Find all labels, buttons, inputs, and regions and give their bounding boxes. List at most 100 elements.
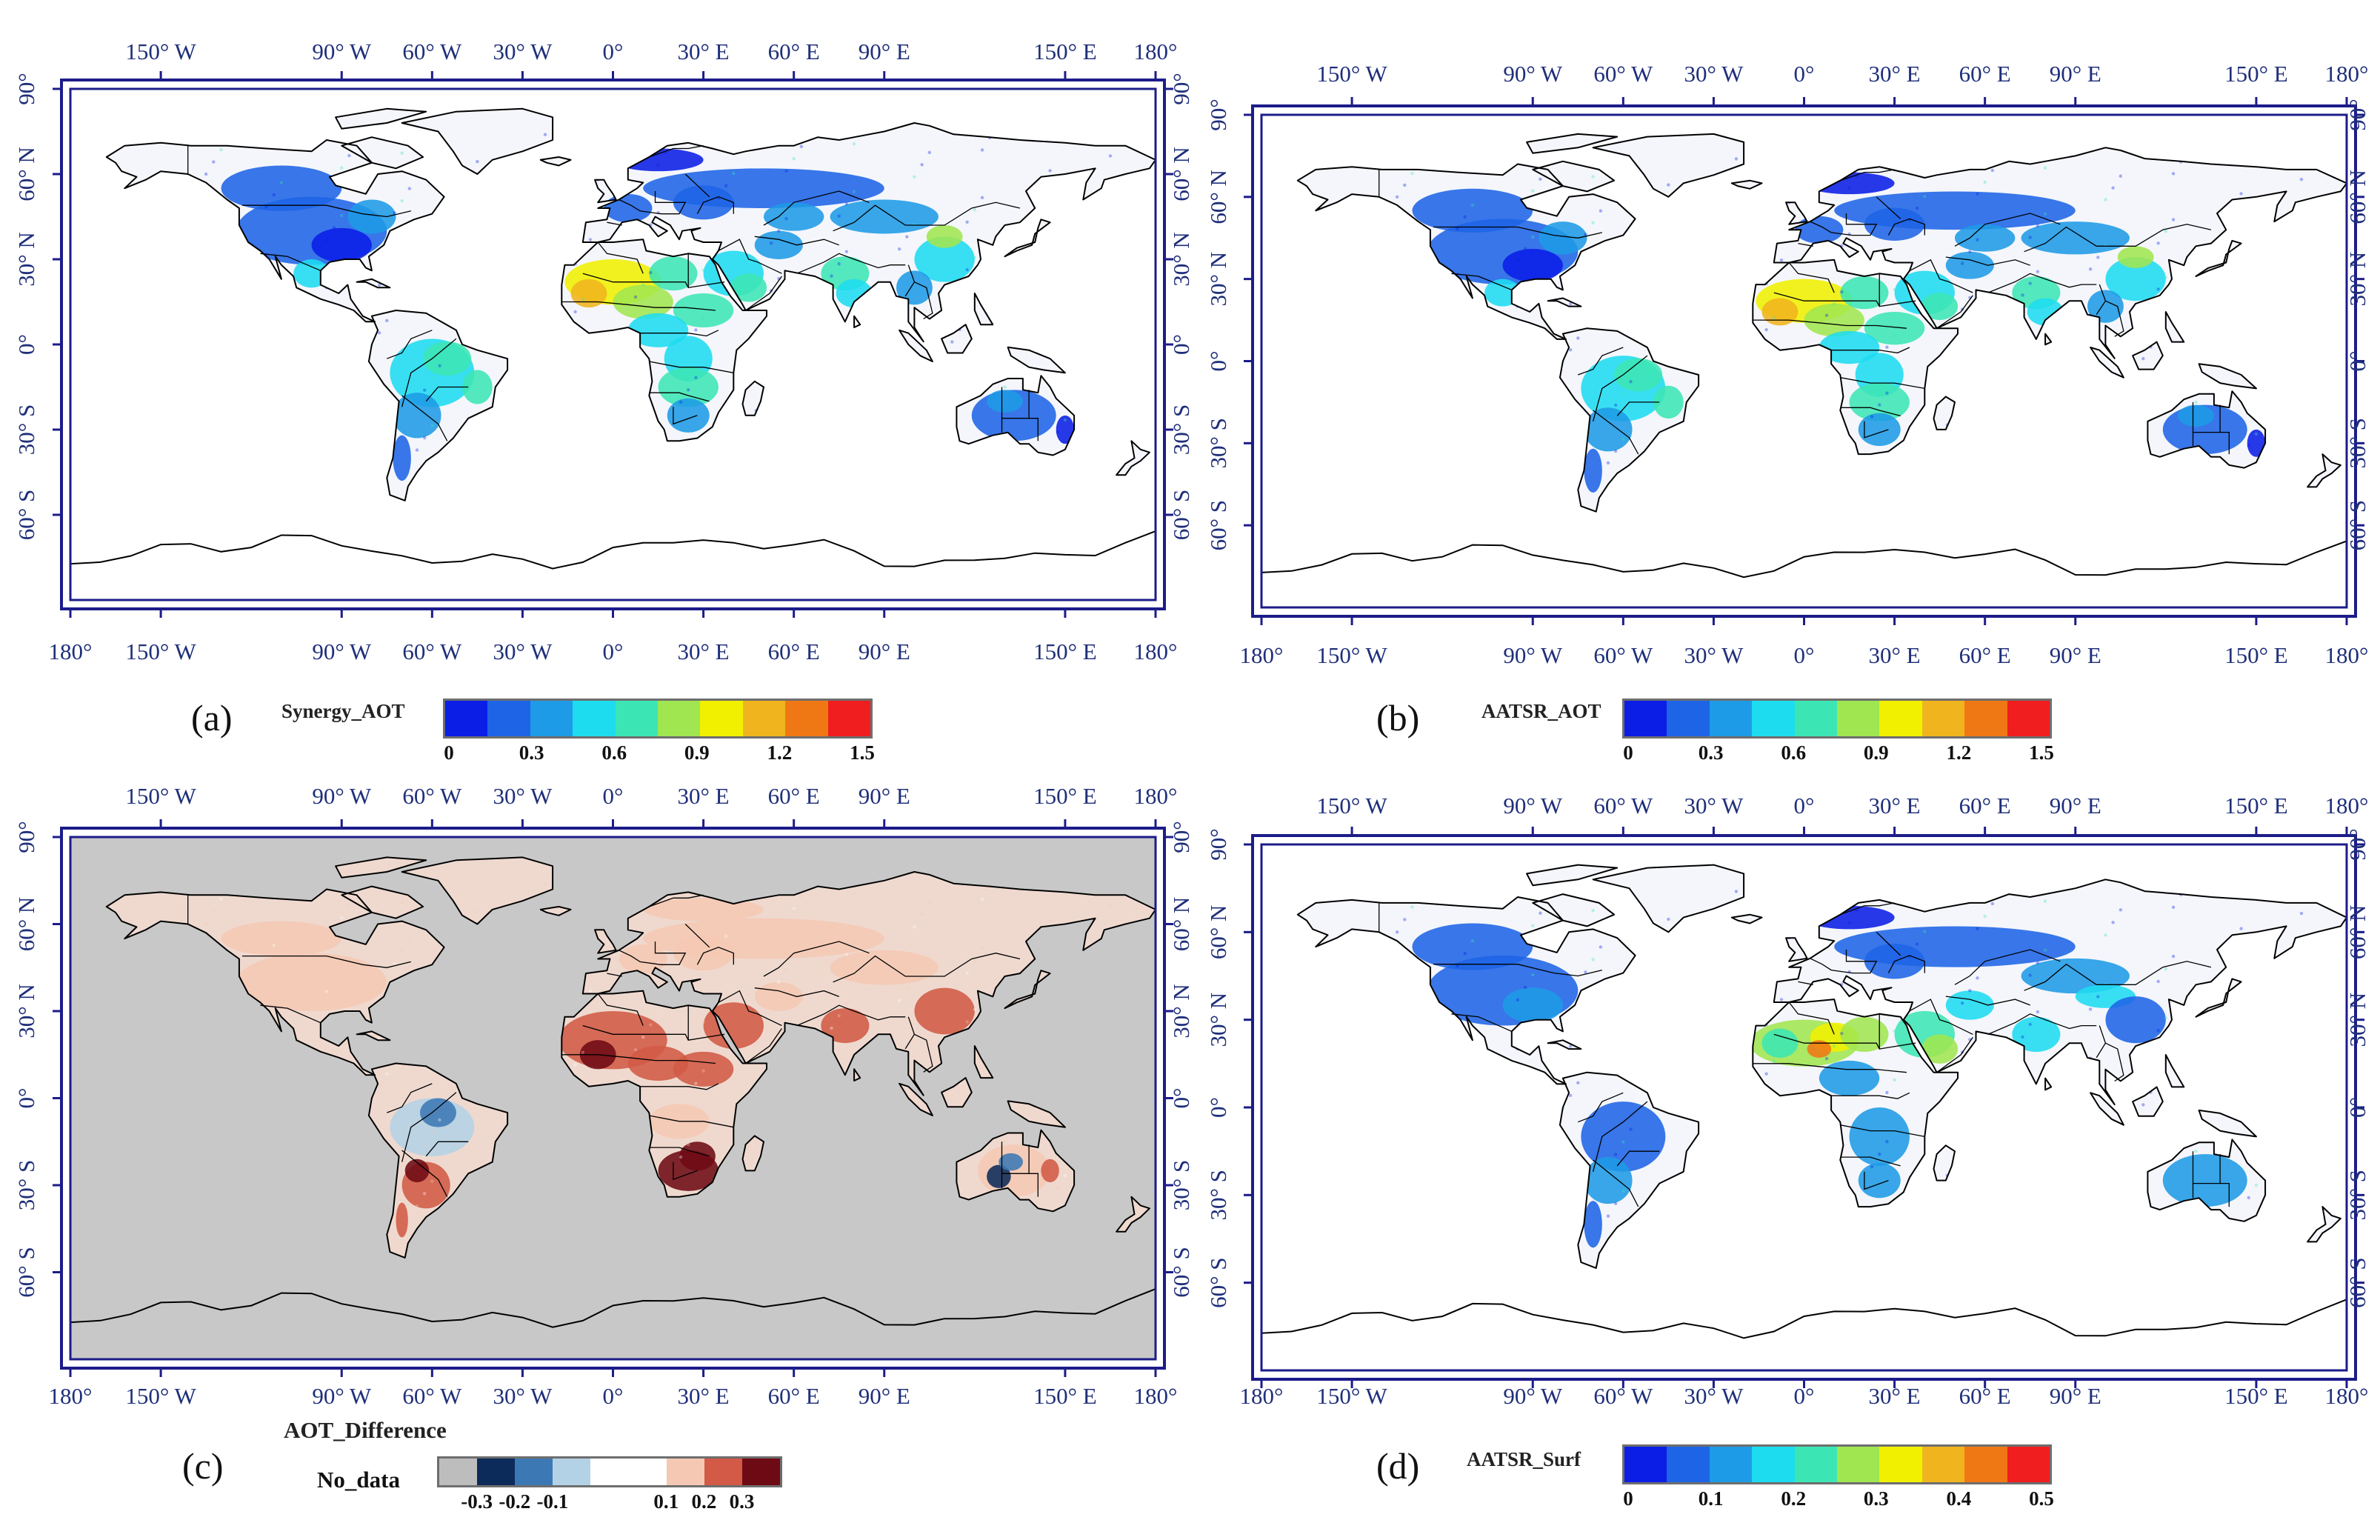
data-speckle — [476, 910, 479, 913]
data-speckle — [2194, 400, 2198, 404]
data-speckle — [927, 900, 931, 904]
data-speckle — [724, 184, 728, 187]
lon-label-bottom: 30° W — [1684, 642, 1744, 668]
data-speckle — [400, 151, 404, 155]
coastline-uk — [594, 929, 617, 954]
coastline-ellesmere — [1526, 133, 1619, 154]
lat-label-left: 30° S — [13, 404, 39, 455]
data-speckle — [1885, 1090, 1889, 1095]
data-speckle — [1968, 989, 1972, 993]
data-speckle — [2043, 948, 2047, 952]
data-blob — [2012, 1016, 2061, 1053]
colorbar-tick-label: -0.2 — [499, 1490, 531, 1513]
coastline-sumatra — [2090, 347, 2124, 379]
data-blob — [1807, 1040, 1832, 1058]
data-speckle — [1523, 985, 1527, 990]
data-speckle — [1576, 1081, 1580, 1085]
data-speckle — [694, 376, 698, 380]
lat-label-right: 60° S — [2344, 1257, 2370, 1307]
coastline-south-america — [1559, 1071, 1700, 1269]
map-c: 150° W 90° W 60° W 30° W 0° 30° E 60° E 90° E 15… — [13, 783, 1194, 1409]
country-border — [1029, 1173, 1039, 1197]
country-border — [561, 301, 716, 311]
country-border — [1987, 1013, 2097, 1035]
map-frame — [69, 87, 1157, 601]
lon-label-top: 150° E — [2224, 61, 2288, 87]
data-blob — [1502, 987, 1563, 1023]
country-border — [649, 894, 704, 907]
coastline-ellesmere — [335, 856, 427, 879]
data-speckle — [965, 267, 969, 272]
data-speckle — [1976, 927, 1979, 931]
country-border — [2024, 224, 2212, 253]
country-border — [833, 201, 1021, 232]
panel-a: 150° W 90° W 60° W 30° W 0° 30° E 60° E 90° E 15… — [0, 0, 1194, 770]
data-speckle — [784, 919, 788, 923]
data-speckle — [422, 436, 427, 440]
colorbar-tick-label: -0.3 — [461, 1490, 493, 1513]
colorbar-tick-label: 0.2 — [691, 1490, 717, 1513]
data-speckle — [724, 934, 728, 938]
coastline-south-america — [367, 310, 509, 501]
data-speckle — [573, 1063, 577, 1067]
data-speckle — [219, 897, 223, 901]
lat-label-right: 30° N — [2344, 252, 2370, 307]
data-speckle — [1734, 157, 1739, 161]
coastline-sumatra — [899, 329, 933, 362]
data-speckle — [1531, 973, 1535, 977]
data-speckle — [1832, 301, 1836, 306]
data-speckle — [837, 965, 841, 969]
country-border — [1798, 981, 1813, 985]
map-d: 150° W 90° W 60° W 30° W 0° 30° E 60° E 90° E 15… — [1205, 793, 2370, 1409]
data-speckle — [1667, 917, 1670, 921]
data-speckle — [1063, 1173, 1067, 1177]
lat-label-left: 90° — [13, 821, 39, 853]
lon-label-top: 0° — [1794, 61, 1815, 87]
data-speckle — [2171, 218, 2176, 221]
lon-label-top: 90° W — [1503, 793, 1563, 819]
data-blob — [1921, 1034, 1959, 1064]
coastline-japan — [1004, 219, 1051, 258]
country-border — [401, 395, 448, 441]
country-border — [763, 190, 870, 226]
lon-label-bottom: 90° E — [2050, 642, 2101, 668]
country-border — [1788, 262, 1835, 293]
colorbar-tick-label: 0.1 — [1698, 1487, 1724, 1510]
data-blob — [673, 293, 734, 327]
coastline-ellesmere — [1526, 864, 1619, 887]
country-border — [1753, 319, 1907, 329]
data-blob — [1584, 1157, 1633, 1204]
data-blob — [221, 921, 342, 956]
country-border — [1887, 955, 1925, 973]
colorbar-swatch — [1752, 701, 1795, 736]
colorbar-swatch — [515, 1459, 553, 1485]
data-speckle — [2156, 241, 2160, 245]
data-speckle — [2028, 973, 2032, 977]
country-border — [640, 330, 719, 337]
lat-label-right: 0° — [1168, 1088, 1194, 1109]
coastline-uk — [1785, 937, 1808, 962]
data-speckle — [1915, 942, 1919, 946]
country-border — [649, 145, 704, 158]
data-speckle — [1990, 168, 1995, 173]
data-speckle — [1591, 958, 1595, 961]
data-speckle — [641, 283, 645, 287]
panel-c: 150° W 90° W 60° W 30° W 0° 30° E 60° E 90° E 15… — [0, 770, 1194, 1540]
colorbar-swatch — [1879, 701, 1922, 736]
data-blob — [896, 270, 933, 305]
data-speckle — [1568, 1093, 1573, 1098]
data-blob — [347, 199, 396, 234]
colorbar-swatch — [487, 701, 530, 736]
lon-label-bottom: 150° W — [125, 639, 196, 664]
coastline-borneo — [2132, 341, 2164, 370]
data-speckle — [965, 971, 969, 975]
country-border — [561, 1054, 716, 1064]
lat-label-right: 90° — [2344, 828, 2370, 860]
data-speckle — [279, 931, 284, 935]
country-border — [242, 204, 411, 218]
lat-label-left: 90° — [1205, 99, 1231, 130]
country-border — [796, 253, 906, 274]
data-speckle — [694, 1130, 698, 1134]
data-blob — [462, 370, 493, 404]
colorbar-d — [1622, 1444, 2052, 1484]
